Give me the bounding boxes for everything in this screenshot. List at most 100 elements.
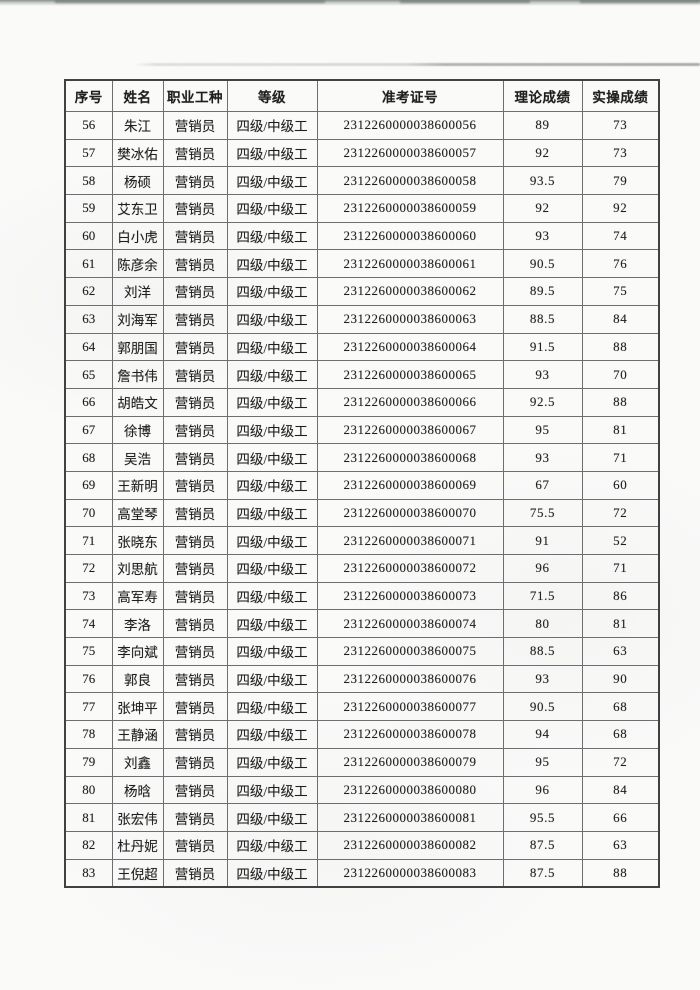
cell-seq: 81: [64, 803, 113, 832]
table-row: 72 刘思航 营销员 四级/中级工 2312260000038600072 96…: [64, 554, 660, 583]
cell-level: 四级/中级工: [226, 720, 318, 749]
cell-theory: 67: [502, 470, 583, 500]
cell-seq: 71: [64, 526, 113, 555]
cell-ticket: 2312260000038600080: [316, 775, 504, 805]
cell-practical: 72: [581, 747, 660, 777]
scan-artifact-top-edge: [0, 0, 700, 6]
cell-seq: 64: [64, 332, 113, 362]
cell-seq: 73: [64, 581, 113, 611]
cell-ticket: 2312260000038600082: [316, 830, 504, 860]
cell-trade: 营销员: [162, 360, 228, 389]
cell-ticket: 2312260000038600062: [316, 277, 504, 306]
cell-theory: 89.5: [502, 277, 583, 306]
cell-practical: 73: [581, 138, 660, 168]
cell-trade: 营销员: [162, 720, 228, 749]
cell-practical: 63: [581, 830, 660, 860]
cell-trade: 营销员: [162, 470, 228, 500]
cell-ticket: 2312260000038600076: [316, 664, 504, 694]
cell-ticket: 2312260000038600066: [316, 387, 504, 417]
cell-theory: 89: [502, 111, 583, 140]
cell-trade: 营销员: [162, 249, 228, 279]
cell-trade: 营销员: [162, 194, 228, 223]
cell-level: 四级/中级工: [226, 803, 318, 832]
cell-level: 四级/中级工: [226, 304, 318, 334]
cell-name: 王静涵: [111, 720, 164, 749]
cell-ticket: 2312260000038600073: [316, 581, 504, 611]
cell-practical: 88: [581, 332, 660, 362]
cell-seq: 61: [64, 249, 113, 279]
cell-trade: 营销员: [162, 332, 228, 362]
cell-level: 四级/中级工: [226, 775, 318, 805]
cell-ticket: 2312260000038600061: [316, 249, 504, 279]
cell-seq: 68: [64, 443, 113, 472]
cell-theory: 93: [502, 221, 583, 251]
cell-level: 四级/中级工: [226, 830, 318, 860]
cell-trade: 营销员: [162, 581, 228, 611]
cell-theory: 95.5: [502, 803, 583, 832]
cell-practical: 81: [581, 415, 660, 445]
cell-name: 王倪超: [111, 858, 164, 888]
cell-ticket: 2312260000038600078: [316, 720, 504, 749]
cell-theory: 93: [502, 443, 583, 472]
table-header-row: 序号 姓名 职业工种 等级 准考证号 理论成绩 实操成绩: [64, 79, 660, 112]
cell-level: 四级/中级工: [226, 194, 318, 223]
cell-seq: 58: [64, 166, 113, 196]
cell-theory: 90.5: [502, 249, 583, 279]
cell-level: 四级/中级工: [226, 443, 318, 472]
cell-name: 郭良: [111, 664, 164, 694]
cell-practical: 71: [581, 443, 660, 472]
cell-name: 刘洋: [111, 277, 164, 306]
cell-practical: 66: [581, 803, 660, 832]
cell-level: 四级/中级工: [226, 526, 318, 555]
col-header-trade: 职业工种: [162, 79, 228, 112]
table-row: 66 胡皓文 营销员 四级/中级工 2312260000038600066 92…: [64, 387, 660, 417]
cell-trade: 营销员: [162, 609, 228, 639]
table-row: 69 王新明 营销员 四级/中级工 2312260000038600069 67…: [64, 470, 660, 500]
table-row: 83 王倪超 营销员 四级/中级工 2312260000038600083 87…: [64, 858, 660, 888]
cell-ticket: 2312260000038600060: [316, 221, 504, 251]
table-row: 82 杜丹妮 营销员 四级/中级工 2312260000038600082 87…: [64, 830, 660, 860]
cell-seq: 69: [64, 470, 113, 500]
cell-ticket: 2312260000038600064: [316, 332, 504, 362]
cell-name: 艾东卫: [111, 194, 164, 223]
cell-seq: 60: [64, 221, 113, 251]
cell-name: 王新明: [111, 470, 164, 500]
cell-trade: 营销员: [162, 692, 228, 722]
cell-trade: 营销员: [162, 498, 228, 528]
cell-theory: 95: [502, 747, 583, 777]
cell-name: 高军寿: [111, 581, 164, 611]
cell-name: 刘思航: [111, 554, 164, 583]
cell-name: 郭朋国: [111, 332, 164, 362]
table-row: 76 郭良 营销员 四级/中级工 2312260000038600076 93 …: [64, 664, 660, 694]
cell-level: 四级/中级工: [226, 138, 318, 168]
cell-theory: 87.5: [502, 858, 583, 888]
cell-practical: 68: [581, 692, 660, 722]
cell-seq: 79: [64, 747, 113, 777]
cell-level: 四级/中级工: [226, 581, 318, 611]
table-row: 67 徐博 营销员 四级/中级工 2312260000038600067 95 …: [64, 415, 660, 445]
cell-seq: 83: [64, 858, 113, 888]
table-row: 58 杨硕 营销员 四级/中级工 2312260000038600058 93.…: [64, 166, 660, 196]
cell-practical: 60: [581, 470, 660, 500]
cell-level: 四级/中级工: [226, 858, 318, 888]
cell-name: 陈彦余: [111, 249, 164, 279]
cell-practical: 92: [581, 194, 660, 223]
cell-level: 四级/中级工: [226, 166, 318, 196]
table-row: 70 高堂琴 营销员 四级/中级工 2312260000038600070 75…: [64, 498, 660, 528]
cell-ticket: 2312260000038600077: [316, 692, 504, 722]
cell-level: 四级/中级工: [226, 360, 318, 389]
cell-trade: 营销员: [162, 775, 228, 805]
cell-ticket: 2312260000038600063: [316, 304, 504, 334]
cell-trade: 营销员: [162, 858, 228, 888]
cell-name: 张晓东: [111, 526, 164, 555]
cell-trade: 营销员: [162, 443, 228, 472]
cell-theory: 96: [502, 554, 583, 583]
cell-ticket: 2312260000038600079: [316, 747, 504, 777]
cell-level: 四级/中级工: [226, 277, 318, 306]
cell-trade: 营销员: [162, 221, 228, 251]
cell-trade: 营销员: [162, 304, 228, 334]
cell-name: 胡皓文: [111, 387, 164, 417]
cell-ticket: 2312260000038600072: [316, 554, 504, 583]
cell-name: 高堂琴: [111, 498, 164, 528]
cell-trade: 营销员: [162, 554, 228, 583]
